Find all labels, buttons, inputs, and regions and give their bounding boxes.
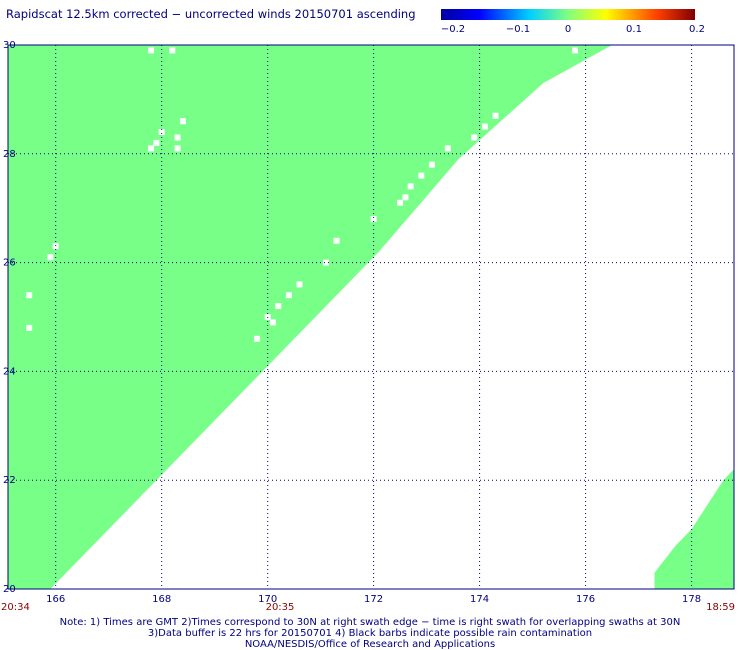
y-tick-label: 26 [3,258,16,269]
missing-pixel [428,161,435,168]
time-right: 18:59 [706,602,735,613]
colorbar-label: 0.2 [689,24,705,35]
missing-pixel [169,47,176,54]
missing-pixel [158,129,165,135]
time-middle: 20:35 [266,602,295,613]
time-left: 20:34 [1,602,30,613]
missing-pixel [148,47,155,54]
colorbar: −0.2 −0.1 0 0.1 0.2 [441,9,705,35]
missing-pixel [47,254,54,261]
colorbar-label: −0.2 [441,24,465,35]
missing-pixel [471,134,478,141]
missing-pixel [174,145,181,152]
note-line-1: Note: 1) Times are GMT 2)Times correspon… [59,617,681,628]
missing-pixel [285,292,292,299]
x-tick-label: 170 [258,594,277,605]
missing-pixel [418,172,425,179]
note-line-3: NOAA/NESDIS/Office of Research and Appli… [244,639,496,650]
note-line-2: 3)Data buffer is 22 hrs for 20150701 4) … [147,628,593,639]
x-tick-label: 166 [46,594,65,605]
x-tick-label: 172 [364,594,383,605]
colorbar-label: 0 [565,24,571,35]
colorbar-label: 0.1 [626,24,642,35]
x-tick-label: 168 [152,594,171,605]
y-tick-label: 30 [3,40,16,51]
missing-pixel [407,183,414,190]
y-tick-label: 22 [3,475,16,486]
missing-pixel [254,335,261,342]
x-tick-label: 174 [470,594,489,605]
plot-frame [7,44,735,590]
missing-pixel [275,303,282,310]
missing-pixel [333,237,340,244]
missing-pixel [370,216,377,223]
y-tick-label: 24 [3,366,16,377]
y-tick-label: 20 [3,584,16,595]
missing-pixel [444,145,451,152]
missing-pixel [481,123,488,130]
missing-pixel [179,118,186,125]
swath-east [654,469,734,589]
missing-pixel [153,139,160,146]
y-tick-label: 28 [3,149,16,160]
x-tick-label: 178 [682,594,701,605]
swath-main [8,45,613,589]
missing-pixel [26,292,33,299]
missing-pixel [296,281,303,288]
missing-pixel [174,134,181,141]
colorbar-label: −0.1 [506,24,530,35]
missing-pixel [492,112,499,119]
chart-title: Rapidscat 12.5km corrected − uncorrected… [6,7,416,21]
colorbar-gradient [441,9,695,20]
missing-pixel [26,324,33,331]
x-tick-label: 176 [576,594,595,605]
missing-pixel [148,145,155,152]
missing-pixel [323,259,329,266]
missing-pixel [572,47,578,54]
missing-pixel [402,194,409,201]
missing-pixel [397,199,404,206]
missing-pixel [270,319,276,326]
missing-pixel [52,243,59,250]
